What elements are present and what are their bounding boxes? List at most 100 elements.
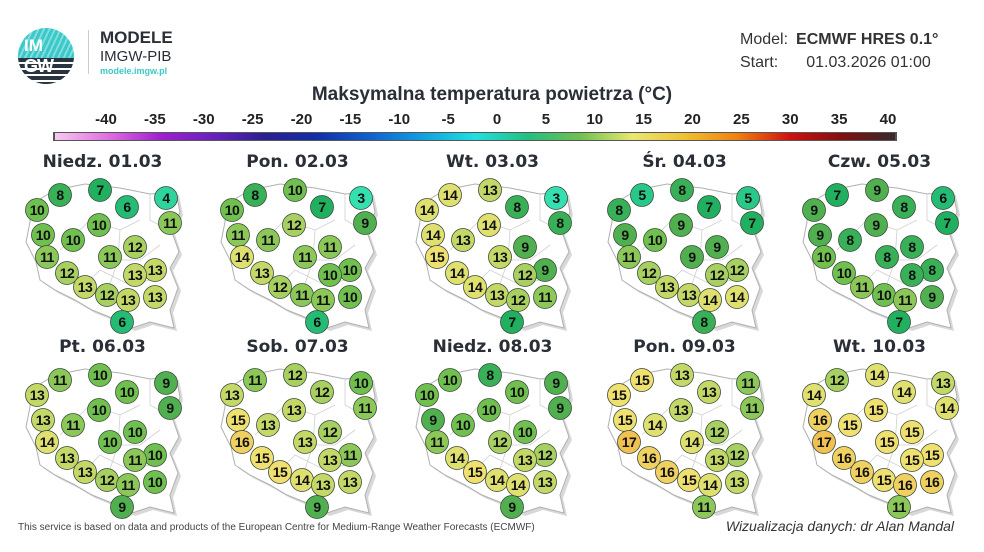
station-marker: 11 [243, 368, 267, 392]
station-value: 17 [622, 434, 637, 450]
station-circle [544, 186, 568, 210]
station-value: 8 [56, 187, 64, 203]
station-marker: 13 [282, 398, 306, 422]
station-circle [158, 396, 182, 420]
station-circle [931, 371, 955, 395]
station-circle [655, 275, 679, 299]
station-marker: 10 [513, 420, 537, 444]
station-value: 13 [78, 464, 93, 480]
station-circle [893, 473, 917, 497]
station-circle [338, 470, 362, 494]
colorbar-tick: 30 [781, 111, 799, 128]
station-circle [318, 420, 342, 444]
station-marker: 8 [900, 235, 924, 259]
station-value: 10 [225, 202, 240, 218]
imgw-logo[interactable]: IM GW [18, 28, 74, 84]
colorbar-tick: -35 [144, 111, 166, 128]
station-marker: 10 [451, 413, 475, 437]
station-circle [705, 448, 729, 472]
station-value: 12 [830, 372, 845, 388]
station-value: 15 [255, 450, 270, 466]
station-value: 9 [552, 375, 560, 391]
day-title: Śr. 04.03 [642, 152, 727, 172]
station-circle [283, 363, 307, 387]
station-marker: 10 [832, 261, 856, 285]
station-marker: 9 [548, 396, 572, 420]
station-marker: 8 [243, 183, 267, 207]
station-value: 13 [287, 402, 302, 418]
station-value: 9 [162, 375, 170, 391]
station-value: 13 [538, 474, 553, 490]
station-circle [123, 420, 147, 444]
station-value: 15 [880, 434, 895, 450]
station-value: 3 [357, 190, 365, 206]
station-circle [506, 288, 530, 312]
station-circle [655, 460, 679, 484]
station-value: 14 [490, 472, 505, 488]
station-circle [544, 371, 568, 395]
station-circle [61, 413, 85, 437]
station-circle [900, 235, 924, 259]
station-circle [850, 275, 874, 299]
station-value: 12 [710, 424, 725, 440]
station-value: 11 [248, 372, 263, 388]
station-marker: 10 [123, 420, 147, 444]
station-marker: 6 [115, 195, 139, 219]
station-marker: 17 [812, 430, 836, 454]
colorbar-tick: -10 [388, 111, 411, 128]
station-marker: 11 [116, 473, 140, 497]
station-value: 10 [93, 367, 108, 383]
station-marker: 15 [226, 408, 250, 432]
logo-stripes [18, 58, 74, 84]
page-title: Maksymalna temperatura powietrza (°C) [311, 84, 673, 105]
station-value: 9 [713, 239, 721, 255]
station-marker: 9 [864, 213, 888, 237]
station-circle [513, 448, 537, 472]
station-value: 12 [288, 367, 303, 383]
station-circle [61, 228, 85, 252]
station-marker: 12 [637, 261, 661, 285]
station-marker: 7 [697, 195, 721, 219]
station-circle [305, 495, 329, 519]
station-value: 10 [288, 182, 303, 198]
station-marker: 11 [850, 275, 874, 299]
station-value: 13 [675, 367, 690, 383]
station-value: 15 [618, 412, 633, 428]
station-value: 15 [877, 472, 892, 488]
colorbar-tick: 25 [733, 111, 750, 128]
station-value: 12 [128, 239, 143, 255]
station-circle [310, 195, 334, 219]
station-circle [318, 263, 342, 287]
station-marker: 10 [643, 228, 667, 252]
station-value: 7 [833, 187, 841, 203]
station-value: 13 [702, 384, 717, 400]
station-value: 11 [53, 372, 68, 388]
station-circle [115, 195, 139, 219]
station-circle [243, 183, 267, 207]
station-marker: 14 [680, 430, 704, 454]
station-marker: 12 [825, 368, 849, 392]
colorbar [53, 132, 897, 141]
model-value: ECMWF HRES 0.1° [796, 31, 939, 48]
brand-url[interactable]: modele.imgw.pl [100, 66, 168, 76]
station-marker: 13 [697, 380, 721, 404]
station-value: 10 [518, 424, 533, 440]
station-circle [311, 473, 335, 497]
station-marker: 13 [31, 408, 55, 432]
station-circle [425, 245, 449, 269]
station-value: 9 [928, 289, 936, 305]
station-circle [670, 178, 694, 202]
station-value: 9 [361, 215, 369, 231]
station-marker: 9 [808, 223, 832, 247]
station-circle [478, 363, 502, 387]
colorbar-tick: 0 [492, 111, 502, 128]
station-value: 16 [898, 477, 913, 493]
day-title: Niedz. 01.03 [42, 152, 163, 172]
station-value: 9 [872, 217, 880, 233]
station-value: 12 [518, 267, 533, 283]
station-value: 12 [273, 279, 288, 295]
station-value: 13 [298, 434, 313, 450]
station-marker: 8 [900, 263, 924, 287]
station-marker: 10 [338, 258, 362, 282]
station-circle [935, 396, 959, 420]
